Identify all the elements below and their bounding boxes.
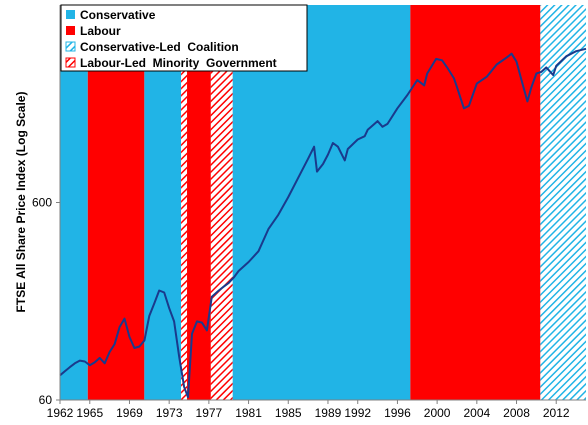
x-tick-label-1969: 1969 <box>116 406 143 420</box>
x-tick-label-2008: 2008 <box>503 406 530 420</box>
series-line-0 <box>59 47 587 399</box>
x-tick-label-2000: 2000 <box>424 406 451 420</box>
x-tick-label-1981: 1981 <box>235 406 262 420</box>
x-ticks: 1962 1965 1969 1973 1977 1981 1985 1989 1992 1996… <box>47 400 570 420</box>
period-band-labour-led-minority-government-3 <box>181 5 188 400</box>
legend-swatch-3 <box>65 57 76 68</box>
legend-label-1: Labour <box>80 24 121 38</box>
period-band-labour-7 <box>410 5 541 400</box>
x-tick-label-1989: 1989 <box>315 406 342 420</box>
legend-swatch-1 <box>66 26 75 35</box>
legend-label-3: Labour-Led Minority Government <box>80 56 277 70</box>
legend-box <box>60 4 308 72</box>
period-band-labour-led-minority-government-5 <box>210 5 233 400</box>
legend-swatch-2 <box>65 41 76 52</box>
legend: Conservative Labour Conservative-Led Coali… <box>60 4 308 72</box>
legend-label-2: Conservative-Led Coalition <box>80 40 239 54</box>
x-tick-label-1992: 1992 <box>344 406 371 420</box>
x-tick-label-2004: 2004 <box>463 406 490 420</box>
period-band-conservative-led-coalition-8 <box>540 5 586 400</box>
x-tick-label-1973: 1973 <box>156 406 183 420</box>
y-tick-label-60: 60 <box>39 393 53 407</box>
legend-label-0: Conservative <box>80 8 156 22</box>
legend-swatch-0 <box>66 10 75 19</box>
x-tick-label-1962: 1962 <box>47 406 74 420</box>
series-line-layer <box>59 47 587 399</box>
x-tick-label-1965: 1965 <box>76 406 103 420</box>
x-tick-label-1996: 1996 <box>384 406 411 420</box>
period-band-labour-4 <box>187 5 211 400</box>
x-tick-label-1985: 1985 <box>275 406 302 420</box>
x-tick-label-2012: 2012 <box>543 406 570 420</box>
x-tick-label-1977: 1977 <box>196 406 223 420</box>
y-tick-label-600: 600 <box>32 196 52 210</box>
y-axis-label: FTSE All Share Price Index (Log Scale) <box>14 92 28 313</box>
y-ticks: 60 600 <box>32 196 60 407</box>
